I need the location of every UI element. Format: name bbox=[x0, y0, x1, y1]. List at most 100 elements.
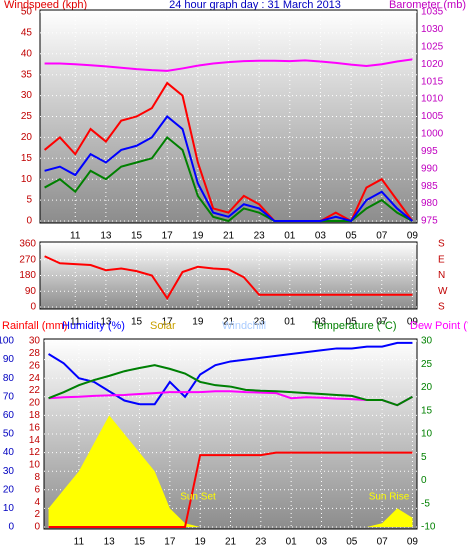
annotation: Sun Set bbox=[180, 492, 216, 503]
y-tick-label: 25 bbox=[21, 111, 33, 122]
y2-tick-label: 1020 bbox=[421, 59, 444, 70]
series-line bbox=[44, 115, 414, 223]
direction-label: S bbox=[438, 302, 445, 313]
y3-tick-label: 30 bbox=[29, 336, 41, 347]
y3-tick-label: 14 bbox=[29, 435, 41, 446]
direction-label: E bbox=[438, 254, 445, 265]
y-tick-label: 90 bbox=[25, 286, 37, 297]
x-tick-label: 07 bbox=[376, 317, 388, 328]
series-line bbox=[44, 58, 413, 72]
x-tick-label: 23 bbox=[255, 537, 267, 548]
x-tick-label: 11 bbox=[70, 317, 81, 328]
y3-tick-label: 28 bbox=[29, 348, 41, 359]
wind-axis-label: Windspeed (kph) bbox=[4, 0, 87, 11]
x-tick-label: 23 bbox=[254, 231, 266, 242]
y-tick-label: 50 bbox=[21, 7, 33, 18]
baro-axis-label: Barometer (mb) bbox=[389, 0, 466, 11]
x-tick-label: 01 bbox=[286, 537, 298, 548]
y3-tick-label: 22 bbox=[29, 385, 41, 396]
x-tick-label: 03 bbox=[315, 231, 327, 242]
y3-tick-label: 8 bbox=[34, 472, 40, 483]
x-tick-label: 15 bbox=[131, 231, 143, 242]
series-label: Rainfall (mm) bbox=[2, 320, 67, 332]
y-tick-label: 360 bbox=[19, 239, 36, 250]
y2-tick-label: 15 bbox=[421, 405, 433, 416]
y-tick-label: 10 bbox=[3, 503, 15, 514]
y-tick-label: 50 bbox=[3, 429, 15, 440]
x-tick-label: 13 bbox=[104, 537, 116, 548]
x-tick-label: 05 bbox=[346, 317, 358, 328]
y2-tick-label: -5 bbox=[421, 498, 430, 509]
x-tick-label: 19 bbox=[195, 537, 207, 548]
x-tick-label: 01 bbox=[284, 231, 296, 242]
x-tick-label: 03 bbox=[316, 537, 328, 548]
chart-title: 24 hour graph day : 31 March 2013 bbox=[169, 0, 341, 11]
y2-tick-label: 25 bbox=[421, 359, 433, 370]
y2-tick-label: 0 bbox=[421, 475, 427, 486]
y-tick-label: 20 bbox=[21, 132, 33, 143]
x-tick-label: 21 bbox=[223, 231, 235, 242]
y-tick-label: 35 bbox=[21, 69, 33, 80]
y2-tick-label: 1015 bbox=[421, 76, 444, 87]
annotation: Sun Rise bbox=[369, 492, 410, 503]
y2-tick-label: 995 bbox=[421, 146, 438, 157]
y3-tick-label: 18 bbox=[29, 410, 41, 421]
y-tick-label: 60 bbox=[3, 410, 15, 421]
x-tick-label: 17 bbox=[164, 537, 176, 548]
y-tick-label: 70 bbox=[3, 391, 15, 402]
y-tick-label: 5 bbox=[26, 195, 32, 206]
y2-tick-label: 30 bbox=[421, 336, 433, 347]
y-tick-label: 30 bbox=[3, 466, 15, 477]
y2-tick-label: 985 bbox=[421, 181, 438, 192]
y-tick-label: 45 bbox=[21, 28, 33, 39]
direction-label: W bbox=[438, 286, 448, 297]
series-line bbox=[48, 364, 413, 407]
y3-tick-label: 4 bbox=[34, 497, 40, 508]
x-tick-label: 09 bbox=[407, 317, 419, 328]
x-tick-label: 05 bbox=[346, 537, 358, 548]
y-tick-label: 0 bbox=[8, 522, 14, 533]
x-tick-label: 09 bbox=[407, 231, 419, 242]
series-line bbox=[48, 451, 413, 528]
y2-tick-label: 1030 bbox=[421, 24, 444, 35]
x-tick-label: 11 bbox=[74, 537, 85, 548]
x-tick-label: 07 bbox=[376, 231, 388, 242]
y2-tick-label: 1010 bbox=[421, 94, 444, 105]
series-line bbox=[48, 341, 413, 406]
y2-tick-label: 1005 bbox=[421, 111, 444, 122]
series-line bbox=[48, 390, 413, 407]
y2-tick-label: -10 bbox=[421, 522, 436, 533]
y-tick-label: 80 bbox=[3, 373, 15, 384]
x-tick-label: 05 bbox=[346, 231, 358, 242]
y2-tick-label: 980 bbox=[421, 198, 438, 209]
direction-label: S bbox=[438, 239, 445, 250]
x-tick-label: 17 bbox=[162, 231, 174, 242]
x-tick-label: 23 bbox=[254, 317, 266, 328]
y3-tick-label: 26 bbox=[29, 360, 41, 371]
series-line bbox=[44, 255, 413, 301]
y2-tick-label: 1000 bbox=[421, 129, 444, 140]
y-tick-label: 0 bbox=[26, 216, 32, 227]
y3-tick-label: 10 bbox=[29, 460, 41, 471]
y-tick-label: 30 bbox=[21, 90, 33, 101]
y-tick-label: 20 bbox=[3, 484, 15, 495]
y3-tick-label: 12 bbox=[29, 447, 41, 458]
direction-label: N bbox=[438, 270, 445, 281]
y2-tick-label: 5 bbox=[421, 452, 427, 463]
x-tick-label: 15 bbox=[134, 537, 146, 548]
x-tick-label: 17 bbox=[162, 317, 174, 328]
x-tick-label: 19 bbox=[192, 317, 204, 328]
y2-tick-label: 1035 bbox=[421, 7, 444, 18]
y-tick-label: 270 bbox=[19, 254, 36, 265]
y3-tick-label: 0 bbox=[34, 522, 40, 533]
y2-tick-label: 1025 bbox=[421, 41, 444, 52]
y3-tick-label: 20 bbox=[29, 398, 41, 409]
x-tick-label: 13 bbox=[100, 231, 112, 242]
x-tick-label: 03 bbox=[315, 317, 327, 328]
y2-tick-label: 975 bbox=[421, 216, 438, 227]
series-label: Dew Point (°C) bbox=[410, 320, 468, 332]
y-tick-label: 100 bbox=[0, 336, 14, 347]
y3-tick-label: 16 bbox=[29, 422, 41, 433]
y-tick-label: 40 bbox=[3, 447, 15, 458]
